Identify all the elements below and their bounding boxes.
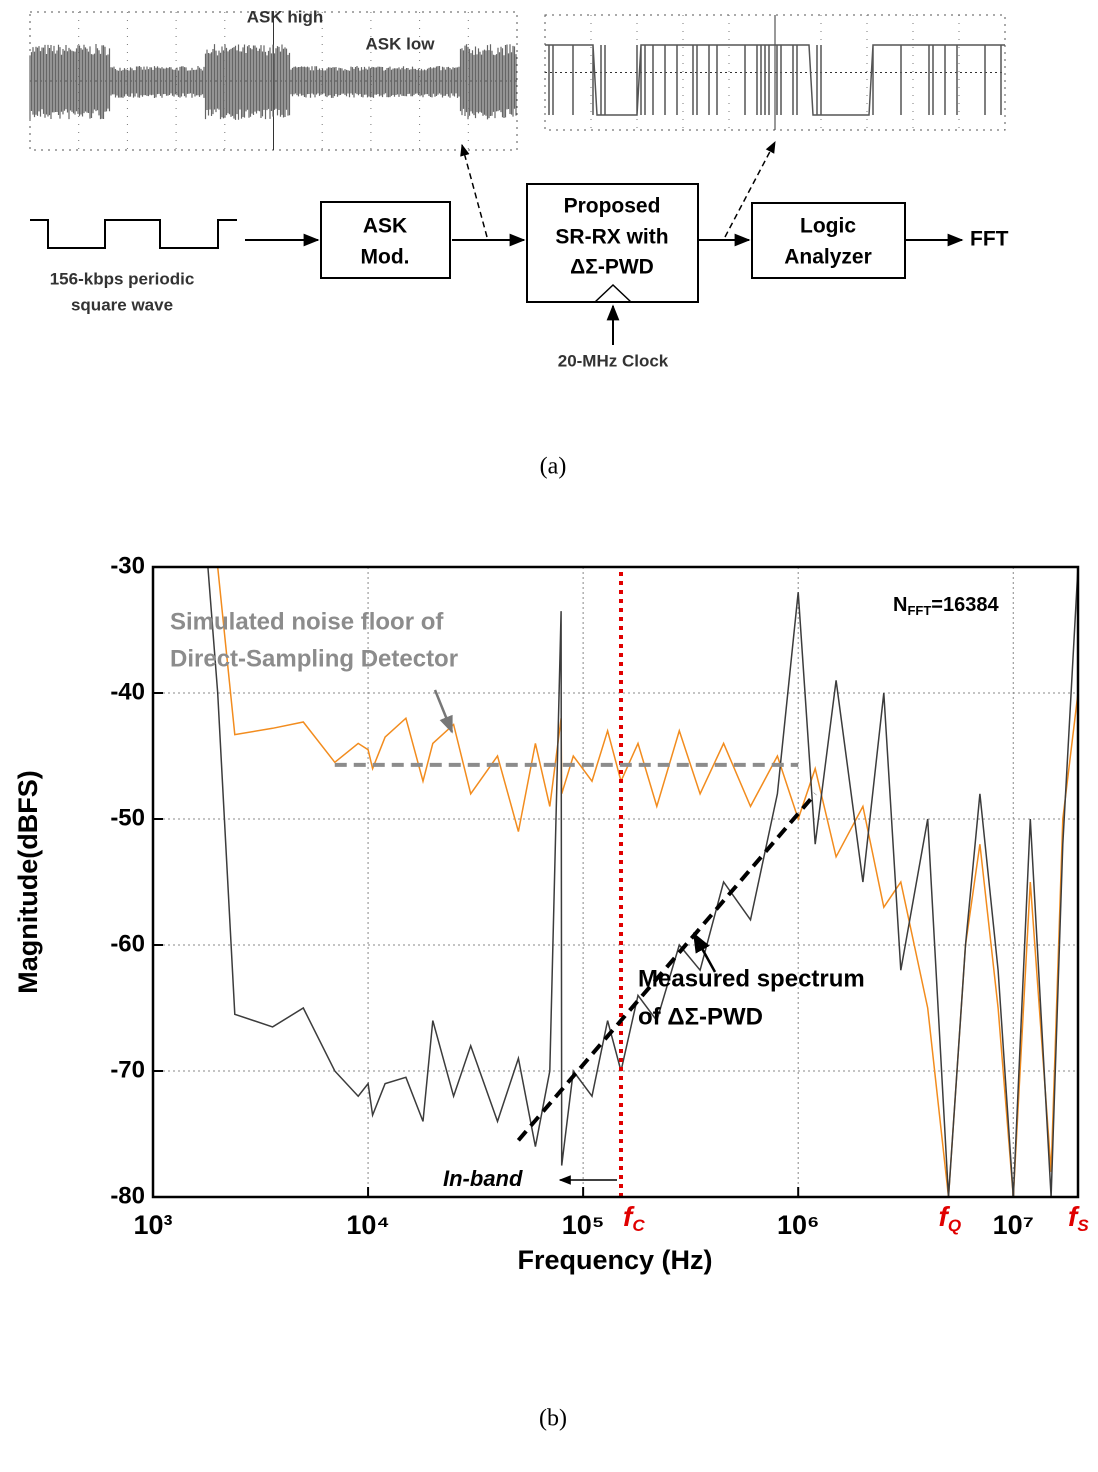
block	[320, 201, 451, 279]
y-axis-label: Magnitude(dBFS)	[13, 770, 43, 993]
series-line	[207, 566, 1079, 1198]
x-marker-label: fC	[623, 1201, 645, 1235]
y-tick-label: -80	[110, 1182, 145, 1209]
x-marker-label: fQ	[939, 1201, 962, 1235]
y-tick-label: -40	[110, 678, 145, 705]
annotation: Simulated noise floor of	[170, 608, 444, 635]
block-label: SR-RX with	[555, 226, 668, 249]
annotation: In-band	[443, 1166, 523, 1191]
block-label: Proposed	[564, 195, 661, 218]
input-label: 156-kbps periodic	[50, 269, 195, 288]
plot	[151, 565, 1080, 1199]
output-label: FFT	[970, 228, 1009, 251]
annotation: of ΔΣ-PWD	[638, 1003, 763, 1030]
caption: (a)	[540, 454, 567, 480]
ask-waveform	[29, 44, 517, 120]
block-label: ΔΣ-PWD	[570, 256, 654, 279]
oscilloscope-captures	[29, 11, 1006, 151]
y-tick-label: -50	[110, 804, 145, 831]
y-tick-label: -60	[110, 930, 145, 957]
annotation-arrow	[692, 932, 717, 973]
connectors	[245, 140, 964, 345]
annotation-arrow	[433, 689, 454, 734]
x-marker-label: fS	[1068, 1201, 1089, 1235]
y-tick-label: -70	[110, 1056, 145, 1083]
block	[751, 202, 906, 279]
block-label: Mod.	[361, 246, 410, 269]
clock-symbol	[594, 283, 632, 303]
block-label: Analyzer	[784, 246, 872, 269]
x-tick-label: 10³	[133, 1210, 172, 1240]
scope-label: ASK low	[366, 34, 436, 53]
block-label: ASK	[363, 215, 407, 238]
x-tick-label: 10⁴	[346, 1210, 389, 1240]
y-tick-label: -30	[110, 552, 145, 579]
scope-label: ASK high	[247, 7, 324, 26]
input-label: square wave	[71, 295, 173, 314]
x-tick-label: 10⁶	[777, 1210, 819, 1240]
annotation: NFFT=16384	[893, 594, 999, 618]
clock-label: 20-MHz Clock	[558, 351, 669, 370]
x-tick-label: 10⁷	[993, 1210, 1034, 1240]
block-label: Logic	[800, 215, 856, 238]
caption: (b)	[539, 1406, 567, 1432]
annotation: Direct-Sampling Detector	[170, 645, 458, 672]
digital-waveform	[545, 44, 1005, 116]
block	[526, 183, 699, 303]
square-wave	[30, 219, 237, 249]
annotation: Measured spectrum	[638, 965, 865, 992]
x-axis-label: Frequency (Hz)	[517, 1245, 712, 1275]
plot-frame	[151, 565, 1080, 1199]
reference-line	[516, 792, 817, 1142]
x-tick-label: 10⁵	[562, 1210, 605, 1240]
